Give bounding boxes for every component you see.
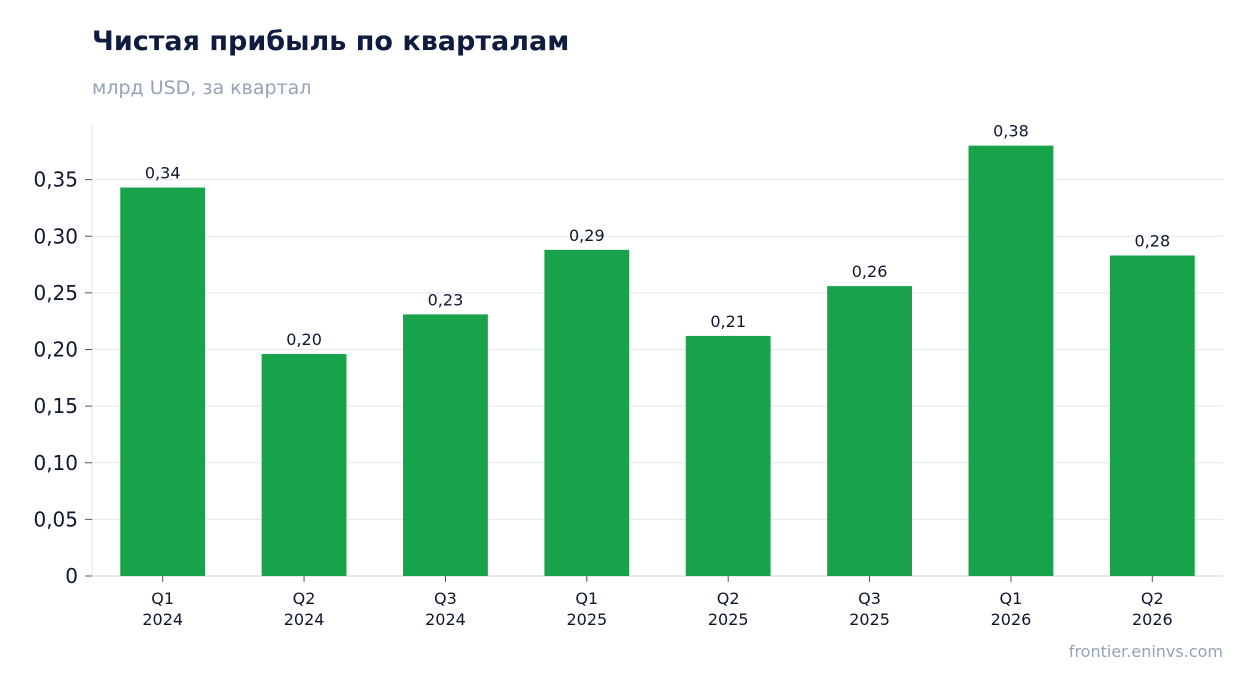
data-label: 0,20 bbox=[286, 330, 322, 349]
x-tick-label-year: 2026 bbox=[991, 610, 1032, 629]
bar bbox=[827, 286, 912, 576]
x-tick-label-year: 2024 bbox=[284, 610, 325, 629]
x-tick-label-quarter: Q2 bbox=[293, 589, 316, 608]
bar bbox=[120, 187, 206, 577]
y-tick-label: 0,20 bbox=[33, 338, 78, 362]
x-tick-label-year: 2025 bbox=[849, 610, 890, 629]
bar bbox=[403, 314, 488, 576]
y-tick-label: 0,15 bbox=[33, 394, 78, 418]
data-label: 0,26 bbox=[852, 262, 888, 281]
bar bbox=[1109, 255, 1195, 576]
x-tick-label-quarter: Q2 bbox=[717, 589, 740, 608]
bars bbox=[120, 145, 1195, 577]
data-label: 0,28 bbox=[1135, 232, 1171, 251]
x-tick-label-quarter: Q3 bbox=[434, 589, 457, 608]
bar bbox=[261, 354, 347, 576]
y-axis-ticks: 0 0,05 0,10 0,15 0,20 0,25 0,30 0,35 bbox=[33, 168, 92, 588]
data-labels: 0,34 0,20 0,23 0,29 0,21 0,26 0,38 0,28 bbox=[145, 122, 1170, 349]
x-tick-label-quarter: Q3 bbox=[858, 589, 881, 608]
y-tick-label: 0,05 bbox=[33, 507, 78, 531]
x-tick-label-year: 2024 bbox=[142, 610, 183, 629]
x-tick-label-year: 2024 bbox=[425, 610, 466, 629]
chart-title: Чистая прибыль по кварталам bbox=[92, 26, 570, 57]
y-tick-label: 0,30 bbox=[33, 224, 78, 248]
data-label: 0,34 bbox=[145, 164, 181, 183]
x-tick-label-quarter: Q1 bbox=[1000, 589, 1023, 608]
x-tick-label-year: 2026 bbox=[1132, 610, 1173, 629]
x-tick-label-quarter: Q1 bbox=[151, 589, 174, 608]
x-tick-label-quarter: Q2 bbox=[1141, 589, 1164, 608]
data-label: 0,29 bbox=[569, 226, 605, 245]
y-tick-label: 0 bbox=[65, 564, 78, 588]
data-label: 0,21 bbox=[710, 312, 746, 331]
y-tick-label: 0,35 bbox=[33, 168, 78, 192]
data-label: 0,38 bbox=[993, 122, 1029, 141]
x-tick-label-year: 2025 bbox=[566, 610, 607, 629]
bar bbox=[968, 145, 1054, 576]
bar bbox=[544, 249, 630, 576]
data-label: 0,23 bbox=[428, 290, 464, 309]
x-axis-ticks: Q1 2024 Q2 2024 Q3 2024 Q1 2025 Q2 2025 Q3 2025 Q1 20… bbox=[142, 576, 1173, 629]
source-label: frontier.eninvs.com bbox=[1068, 642, 1223, 661]
x-tick-label-year: 2025 bbox=[708, 610, 749, 629]
chart-subtitle: млрд USD, за квартал bbox=[92, 77, 312, 99]
y-tick-label: 0,25 bbox=[33, 281, 78, 305]
bar bbox=[685, 335, 771, 576]
y-tick-label: 0,10 bbox=[33, 451, 78, 475]
x-tick-label-quarter: Q1 bbox=[575, 589, 598, 608]
